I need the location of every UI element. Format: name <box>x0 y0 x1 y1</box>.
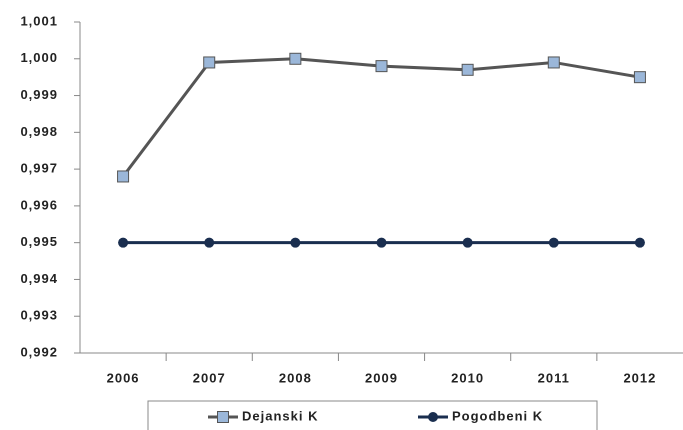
marker <box>634 237 645 248</box>
x-tick-label: 2006 <box>107 370 140 385</box>
marker <box>462 237 473 248</box>
y-tick-label: 0,996 <box>20 197 58 212</box>
marker <box>461 63 474 76</box>
marker <box>548 237 559 248</box>
marker <box>204 237 215 248</box>
x-tick-label: 2008 <box>279 370 312 385</box>
marker <box>376 237 387 248</box>
y-tick-label: 0,995 <box>20 234 58 249</box>
legend-label: Pogodbeni K <box>452 408 543 423</box>
y-tick-label: 0,992 <box>20 344 58 359</box>
x-tick-label: 2011 <box>538 370 570 385</box>
marker <box>203 56 216 69</box>
y-tick-label: 0,999 <box>20 87 58 102</box>
y-tick-label: 1,001 <box>20 13 58 28</box>
legend-marker <box>217 411 229 423</box>
y-tick-label: 0,997 <box>20 161 58 176</box>
legend-label: Dejanski K <box>242 408 318 423</box>
y-tick-label: 0,998 <box>20 124 58 139</box>
x-tick-label: 2010 <box>451 370 484 385</box>
marker <box>375 60 388 73</box>
marker <box>289 52 302 65</box>
marker <box>290 237 301 248</box>
x-tick-label: 2012 <box>623 370 656 385</box>
marker <box>117 170 130 183</box>
y-tick-label: 1,000 <box>20 50 58 65</box>
marker <box>547 56 560 69</box>
x-tick-label: 2007 <box>193 370 226 385</box>
x-tick-label: 2009 <box>365 370 398 385</box>
marker <box>118 237 129 248</box>
marker <box>633 71 646 84</box>
legend-marker <box>428 412 438 422</box>
y-tick-label: 0,994 <box>20 271 58 286</box>
series-line <box>121 57 641 178</box>
y-tick-label: 0,993 <box>20 308 58 323</box>
